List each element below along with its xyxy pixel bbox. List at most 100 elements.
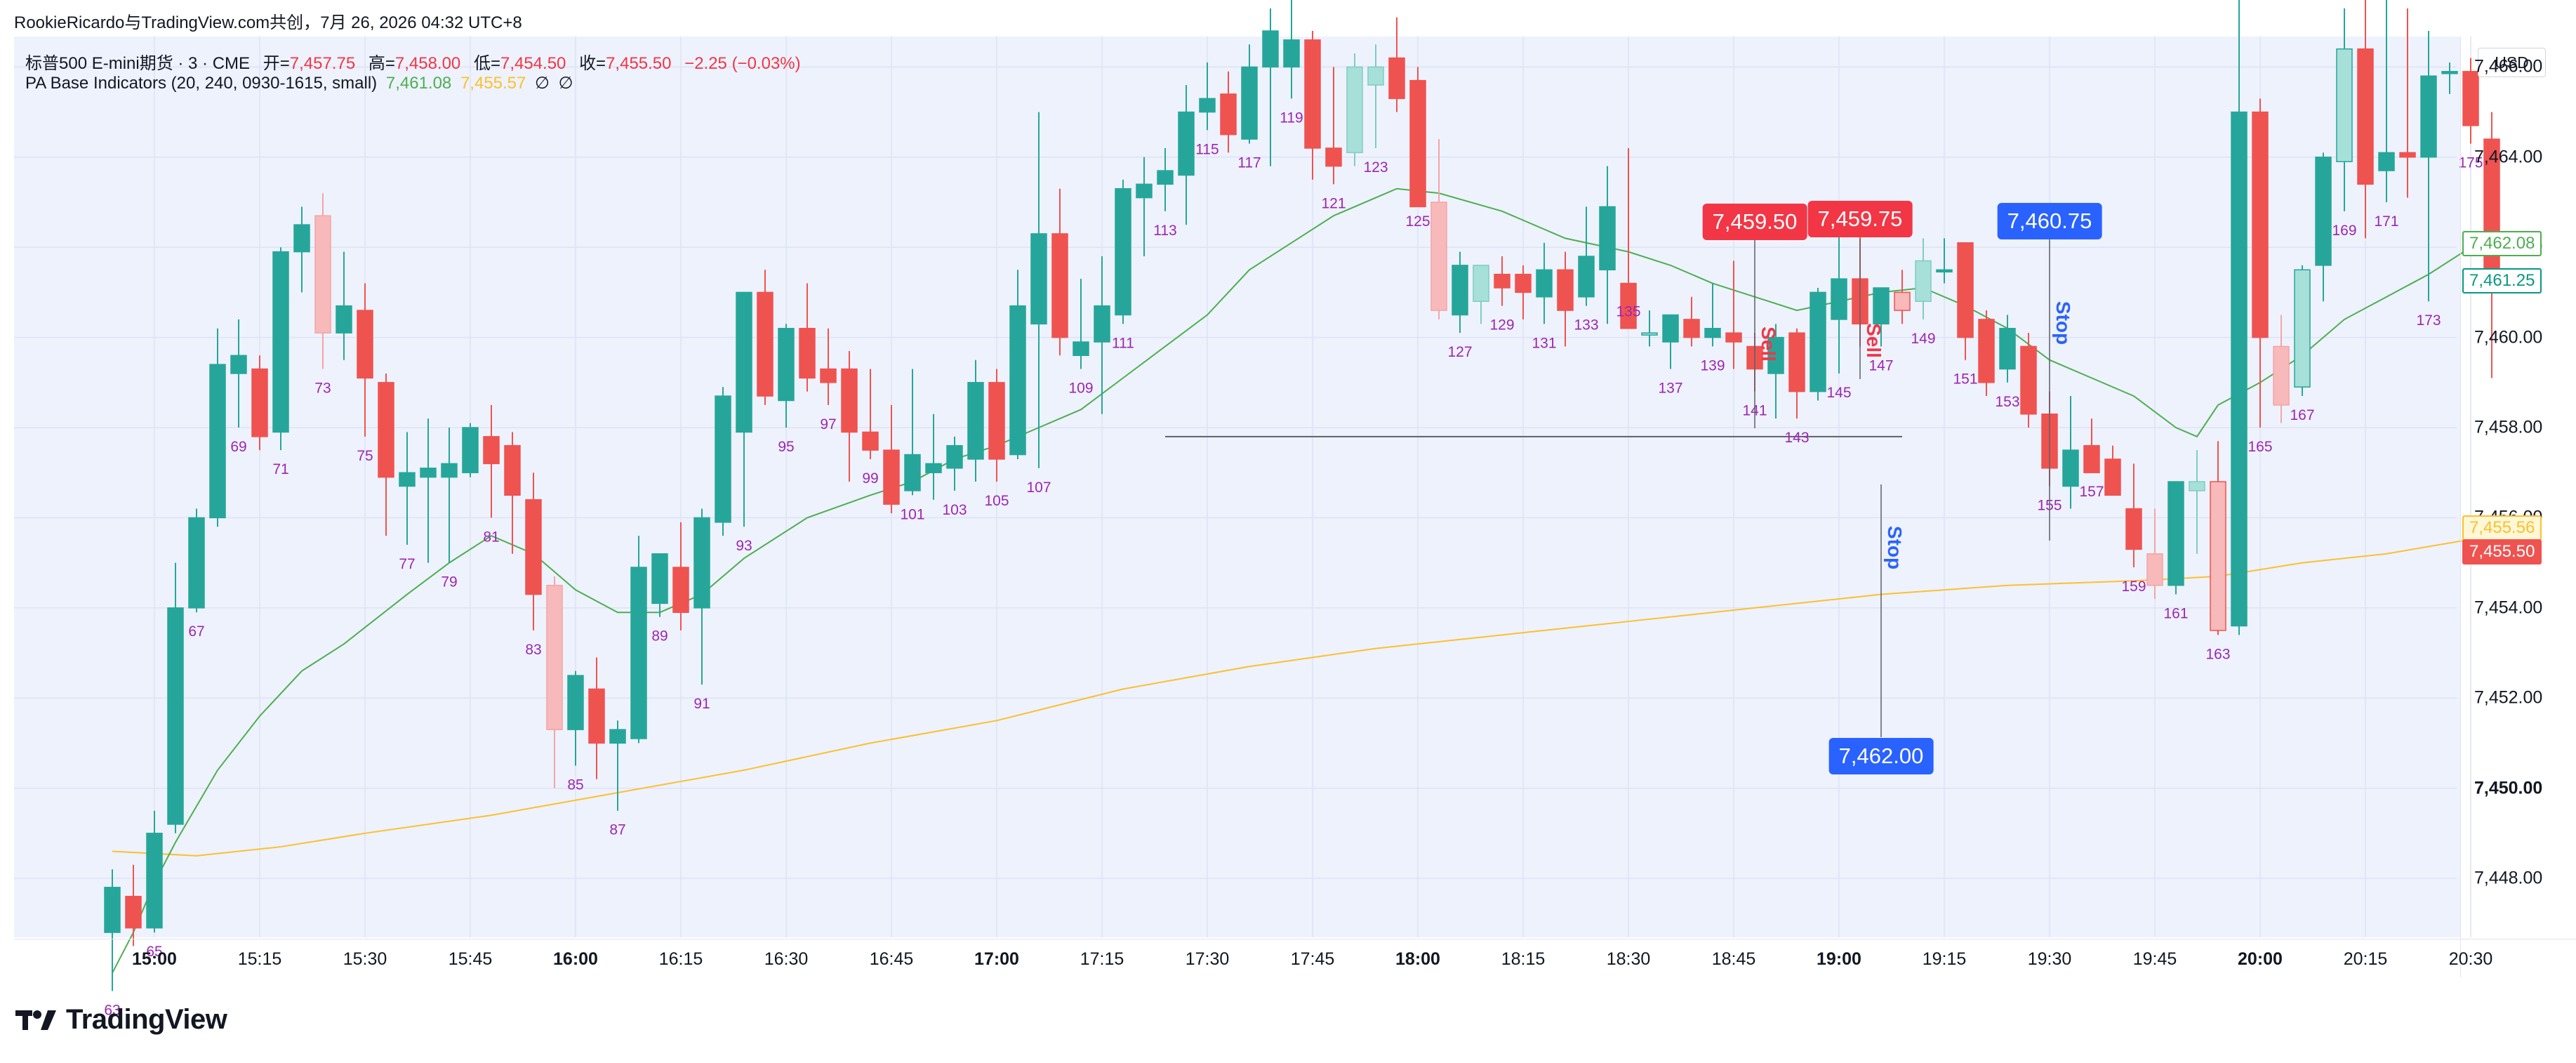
candle-body [1725, 332, 1742, 343]
candle-body [1620, 282, 1637, 329]
candle [862, 369, 879, 459]
ema-slow-value: 7,455.57 [460, 74, 526, 93]
candle-body [862, 431, 879, 451]
candle-body [230, 355, 247, 374]
candle [693, 508, 710, 685]
candle-body [525, 499, 542, 595]
indicator-extra-2: ∅ [558, 74, 573, 93]
candle-body [1536, 269, 1553, 298]
candle-body [1283, 39, 1300, 68]
bar-number: 105 [984, 493, 1009, 509]
candle [1704, 283, 1721, 347]
candle [1325, 67, 1342, 185]
candle [1346, 53, 1363, 166]
candle [399, 432, 416, 545]
candle-body [1473, 265, 1489, 302]
bar-number: 109 [1068, 381, 1093, 397]
candle-body [1304, 39, 1321, 149]
candle [567, 671, 584, 766]
high-label: 高= [368, 54, 395, 73]
candle-body [1388, 57, 1405, 100]
low-value: 7,454.50 [500, 54, 566, 73]
bar-number: 151 [1953, 371, 1977, 388]
candle-body [967, 382, 984, 460]
price-axis-divider [2460, 37, 2461, 977]
candle-body [1683, 319, 1700, 338]
candle [1178, 85, 1195, 225]
bar-number: 159 [2121, 579, 2146, 595]
candle [1494, 256, 1511, 306]
candle [1136, 157, 1153, 257]
candle-body [441, 463, 458, 478]
candle-body [736, 291, 752, 433]
candle [251, 355, 268, 451]
bar-number: 111 [1112, 335, 1134, 351]
time-tick: 15:15 [237, 949, 282, 969]
currency-selector[interactable]: USD [2478, 48, 2546, 77]
candle [1009, 270, 1026, 459]
candle-body [1199, 98, 1216, 113]
candle [1157, 147, 1174, 211]
symbol-name[interactable]: 标普500 E-mini期货 · 3 · CME [25, 54, 251, 73]
time-tick: 17:30 [1185, 949, 1230, 969]
candle [1557, 251, 1574, 347]
candle-body [546, 584, 563, 730]
candle-body [1873, 287, 1890, 325]
candle-body [1599, 206, 1616, 271]
bar-number: 95 [778, 439, 794, 455]
candle-body [2399, 152, 2416, 158]
candle-body [1367, 66, 1384, 86]
chart-pane[interactable] [14, 37, 2460, 937]
candle [1430, 139, 1447, 319]
candle [1283, 0, 1300, 99]
candle-body [357, 310, 373, 379]
candle [1767, 324, 1784, 419]
candle [1051, 188, 1068, 356]
candle-body [1220, 93, 1237, 136]
bar-number: 97 [820, 416, 836, 433]
candle [820, 328, 837, 405]
bar-numbers: 63 65 67 69 71 73 75 77 79 81 83 85 87 89 91 93 95 97 99 10… [104, 110, 2483, 1018]
ema-20-polyline [112, 187, 2492, 974]
candle-body [1894, 291, 1911, 311]
stop-price-callout: 7,462.00 [1828, 738, 1934, 774]
candle [588, 657, 605, 779]
ema-20-line [112, 187, 2492, 974]
bar-number: 69 [230, 439, 246, 455]
time-tick: 19:15 [1922, 949, 1967, 969]
candle [630, 536, 647, 744]
time-tick: 17:00 [974, 949, 1019, 969]
candle [757, 270, 774, 405]
candle-body [1641, 332, 1658, 336]
candle [2104, 445, 2121, 496]
candle-body [2441, 71, 2458, 74]
candle-body [567, 675, 584, 730]
bar-number: 147 [1868, 357, 1893, 374]
candle [988, 369, 1005, 482]
candle [462, 423, 479, 477]
indicator-info-line: PA Base Indicators (20, 240, 0930-1615, … [25, 73, 578, 93]
bar-number: 115 [1195, 141, 1219, 157]
candle [1894, 270, 1911, 324]
candle [2083, 418, 2100, 473]
candle [293, 206, 310, 293]
candle-body [378, 382, 394, 478]
candle [272, 247, 289, 451]
close-value: 7,455.50 [606, 54, 672, 73]
indicator-name[interactable]: PA Base Indicators (20, 240, 0930-1615, … [25, 74, 378, 93]
candle-body [336, 305, 352, 334]
bar-number: 77 [399, 556, 415, 572]
price-tick: 7,458.00 [2474, 417, 2543, 437]
bar-number: 63 [104, 1003, 120, 1019]
candle [1957, 242, 1974, 360]
time-tick: 20:00 [2238, 949, 2283, 969]
candle-body [1094, 305, 1110, 343]
candle [1725, 260, 1742, 369]
price-label-ema-fast: 7,462.08 [2462, 231, 2542, 257]
tradingview-logo-icon [15, 1010, 56, 1030]
candle-body [1262, 30, 1279, 68]
candle [1094, 256, 1110, 414]
candle [314, 193, 331, 369]
tradingview-logo[interactable]: TradingView [15, 1004, 227, 1036]
